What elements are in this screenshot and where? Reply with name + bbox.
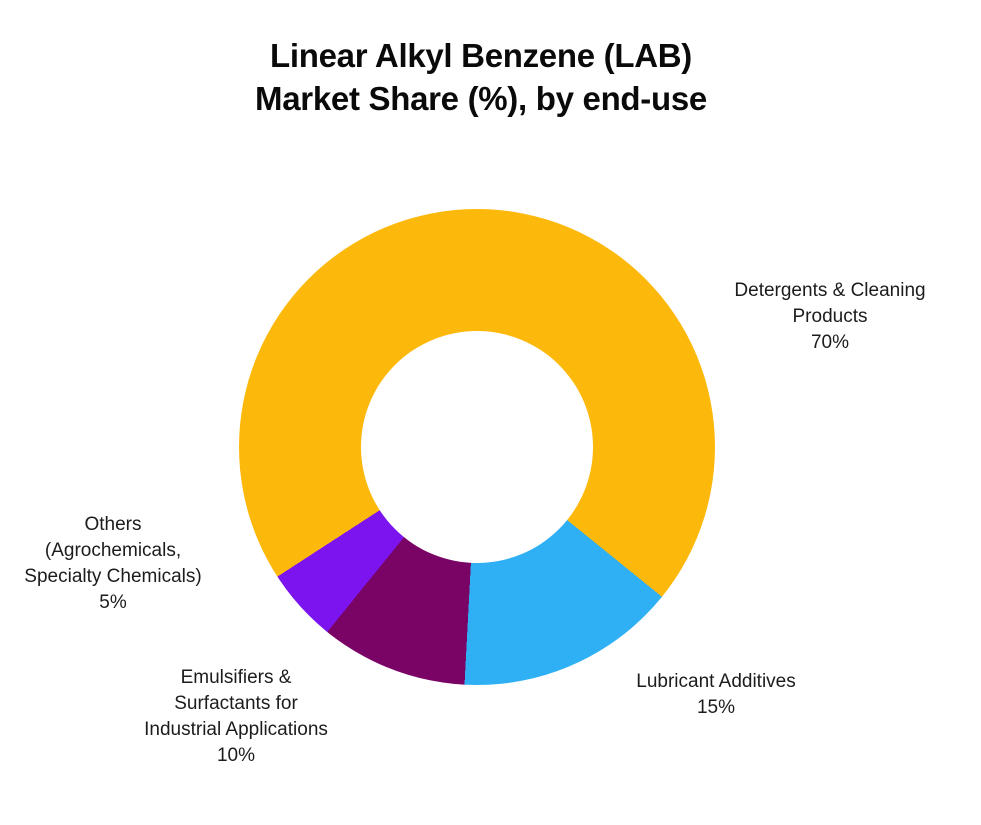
segment-label-emulsifiers: Emulsifiers & Surfactants for Industrial…	[144, 667, 328, 766]
chart-title: Linear Alkyl Benzene (LAB) Market Share …	[0, 34, 962, 120]
chart-title-line2: Market Share (%), by end-use	[255, 80, 707, 117]
segment-label-others: Others (Agrochemicals, Specialty Chemica…	[24, 514, 202, 613]
segment-label-lubricant-additives: Lubricant Additives 15%	[636, 671, 796, 718]
chart-title-line1: Linear Alkyl Benzene (LAB)	[270, 37, 692, 74]
segment-label-detergents: Detergents & Cleaning Products 70%	[734, 280, 926, 353]
donut-hole	[361, 331, 593, 563]
